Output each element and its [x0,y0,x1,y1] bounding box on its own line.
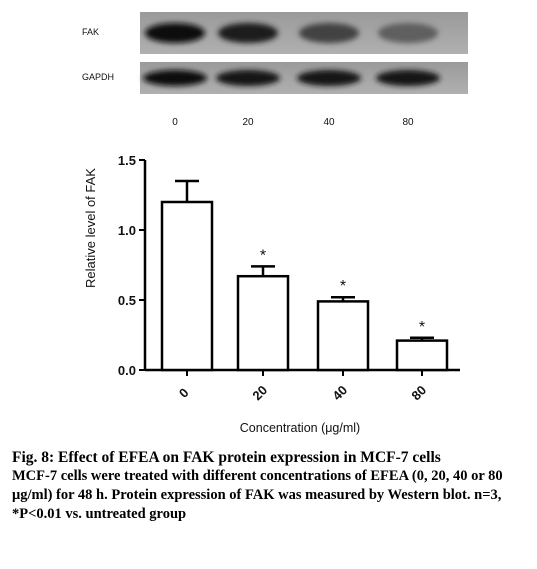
caption-title: Fig. 8: Effect of EFEA on FAK protein ex… [12,449,441,466]
y-tick-label-3: 1.5 [118,153,136,168]
lane-label-0: 0 [172,117,178,128]
bar-20 [236,274,290,372]
blot-label-fak: FAK [82,27,100,37]
bar-40 [316,300,370,372]
x-tick-label-40: 40 [329,382,350,403]
significance-mark-20: * [260,247,266,264]
lane-label-40: 40 [323,117,335,128]
fak-band-20 [218,23,278,43]
fak-band-40 [299,23,359,43]
y-tick-label-1: 0.5 [118,293,136,308]
y-tick-label-0: 0.0 [118,363,136,378]
bar-80 [395,339,449,372]
y-tick-label-2: 1.0 [118,223,136,238]
lane-label-20: 20 [242,117,254,128]
gapdh-band-40 [297,70,361,86]
y-axis-label: Relative level of FAK [83,168,98,288]
bar-chart: * * * 0.0 0.5 1.0 1.5 0 20 40 80 Relative level o… [83,153,460,435]
gapdh-band-80 [376,70,440,86]
figure-caption: Fig. 8: Effect of EFEA on FAK protein ex… [12,448,530,524]
gapdh-band-20 [216,70,280,86]
x-tick-label-0: 0 [176,385,192,401]
x-axis-label: Concentration (μg/ml) [240,421,360,435]
gapdh-band-0 [143,70,207,86]
significance-mark-40: * [340,278,346,295]
bar-0 [160,200,214,372]
blot-label-gapdh: GAPDH [82,72,115,82]
fak-band-0 [145,23,205,43]
caption-body: MCF-7 cells were treated with different … [12,468,503,522]
x-tick-label-20: 20 [249,382,270,403]
x-tick-label-80: 80 [408,382,429,403]
fak-band-80 [378,23,438,43]
blot-image [140,12,468,94]
lane-label-80: 80 [402,117,414,128]
significance-mark-80: * [419,319,425,336]
